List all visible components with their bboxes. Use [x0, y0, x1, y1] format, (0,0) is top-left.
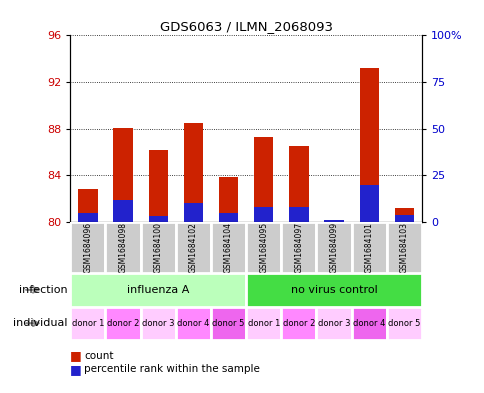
- Bar: [113, 128, 133, 222]
- Text: ■: ■: [70, 349, 82, 362]
- Bar: [183, 204, 203, 222]
- Bar: [70, 222, 105, 273]
- Bar: [254, 207, 273, 222]
- Text: GSM1684097: GSM1684097: [294, 222, 303, 273]
- Bar: [316, 307, 351, 340]
- Bar: [218, 213, 238, 222]
- Bar: [183, 123, 203, 222]
- Bar: [105, 307, 140, 340]
- Text: GSM1684104: GSM1684104: [224, 222, 233, 273]
- Text: donor 3: donor 3: [317, 319, 349, 328]
- Bar: [211, 222, 245, 273]
- Bar: [324, 220, 343, 222]
- Text: infection: infection: [19, 285, 68, 295]
- Bar: [78, 213, 97, 222]
- Bar: [386, 307, 421, 340]
- Text: donor 2: donor 2: [106, 319, 139, 328]
- Title: GDS6063 / ILMN_2068093: GDS6063 / ILMN_2068093: [159, 20, 332, 33]
- Text: count: count: [84, 351, 113, 361]
- Bar: [254, 137, 273, 222]
- Text: ■: ■: [70, 363, 82, 376]
- Text: individual: individual: [14, 318, 68, 328]
- Text: GSM1684098: GSM1684098: [118, 222, 127, 273]
- Bar: [324, 220, 343, 222]
- Text: percentile rank within the sample: percentile rank within the sample: [84, 364, 259, 375]
- Bar: [148, 217, 167, 222]
- Text: GSM1684102: GSM1684102: [188, 222, 197, 273]
- Bar: [175, 222, 211, 273]
- Bar: [218, 176, 238, 222]
- Text: donor 5: donor 5: [212, 319, 244, 328]
- Bar: [70, 307, 105, 340]
- Bar: [281, 222, 316, 273]
- Bar: [359, 68, 378, 222]
- Text: donor 5: donor 5: [387, 319, 420, 328]
- Bar: [140, 222, 175, 273]
- Bar: [245, 273, 421, 307]
- Bar: [351, 307, 386, 340]
- Text: GSM1684096: GSM1684096: [83, 222, 92, 273]
- Bar: [140, 307, 175, 340]
- Text: donor 1: donor 1: [247, 319, 279, 328]
- Bar: [175, 307, 211, 340]
- Text: GSM1684103: GSM1684103: [399, 222, 408, 273]
- Text: no virus control: no virus control: [290, 285, 377, 295]
- Bar: [394, 215, 413, 222]
- Bar: [351, 222, 386, 273]
- Bar: [78, 189, 97, 222]
- Text: influenza A: influenza A: [127, 285, 189, 295]
- Text: GSM1684095: GSM1684095: [258, 222, 268, 273]
- Text: donor 4: donor 4: [352, 319, 385, 328]
- Bar: [288, 207, 308, 222]
- Bar: [245, 222, 281, 273]
- Bar: [211, 307, 245, 340]
- Bar: [105, 222, 140, 273]
- Bar: [70, 273, 245, 307]
- Bar: [281, 307, 316, 340]
- Bar: [394, 208, 413, 222]
- Bar: [359, 185, 378, 222]
- Text: donor 2: donor 2: [282, 319, 315, 328]
- Text: GSM1684099: GSM1684099: [329, 222, 338, 273]
- Text: donor 4: donor 4: [177, 319, 209, 328]
- Text: GSM1684101: GSM1684101: [364, 222, 373, 273]
- Bar: [113, 200, 133, 222]
- Bar: [148, 150, 167, 222]
- Bar: [316, 222, 351, 273]
- Text: donor 3: donor 3: [142, 319, 174, 328]
- Bar: [386, 222, 421, 273]
- Bar: [288, 146, 308, 222]
- Bar: [245, 307, 281, 340]
- Text: donor 1: donor 1: [72, 319, 104, 328]
- Text: GSM1684100: GSM1684100: [153, 222, 163, 273]
